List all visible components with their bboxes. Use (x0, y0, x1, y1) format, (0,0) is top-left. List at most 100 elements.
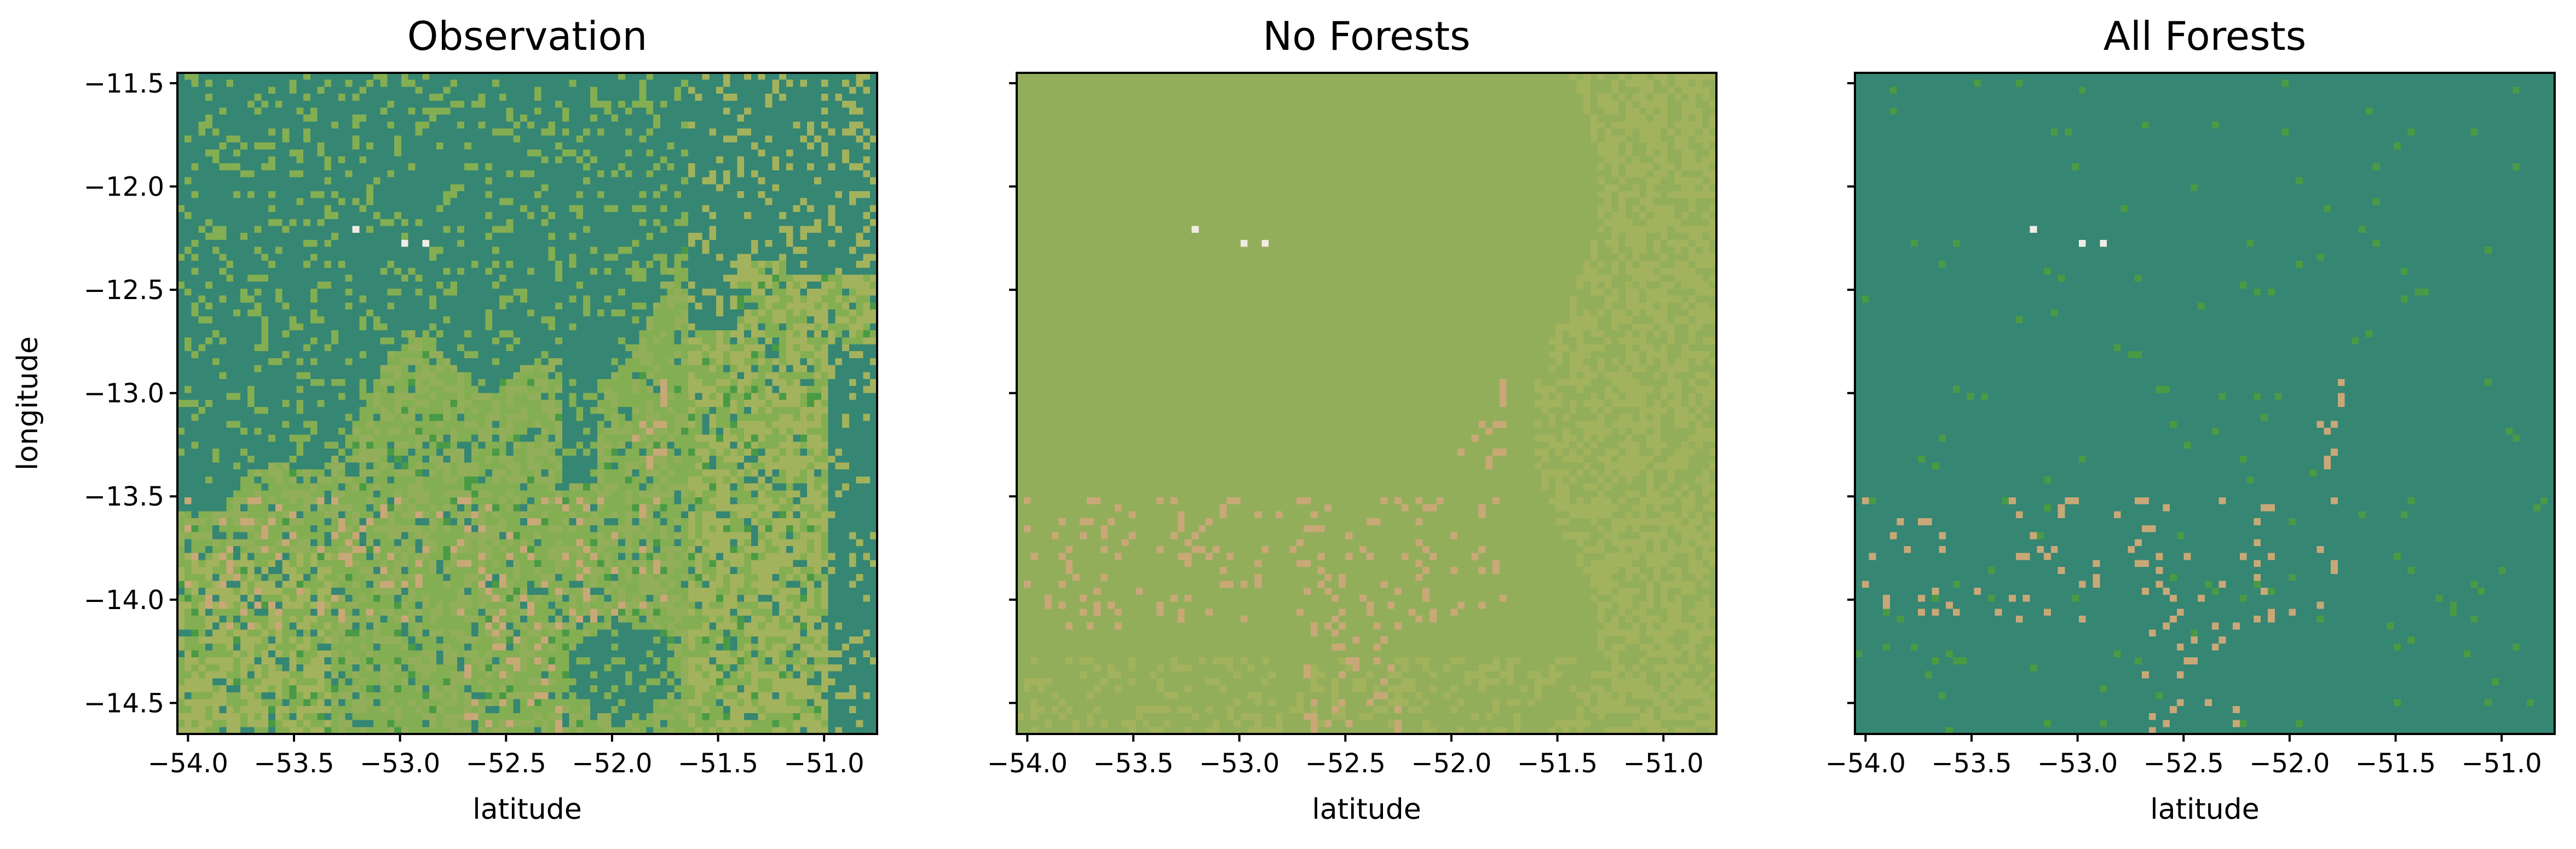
heatmap-cell (632, 351, 640, 359)
heatmap-cell (429, 212, 437, 220)
heatmap-cell (205, 414, 213, 421)
heatmap-cell (352, 406, 360, 415)
heatmap-cell (352, 94, 360, 101)
heatmap-cell (212, 323, 220, 331)
heatmap-cell (310, 128, 318, 136)
heatmap-cell (828, 198, 835, 205)
heatmap-cell (870, 177, 878, 185)
heatmap-cell (758, 330, 766, 338)
heatmap-cell (849, 233, 857, 240)
heatmap-cell (730, 226, 737, 233)
heatmap-cell (576, 135, 584, 143)
heatmap-cell (653, 212, 661, 220)
heatmap-cell (282, 379, 290, 387)
heatmap-cell (233, 267, 241, 276)
heatmap-cell (205, 219, 213, 227)
heatmap-cell (408, 372, 416, 380)
heatmap-cell (198, 295, 206, 303)
heatmap-cell (730, 323, 737, 331)
heatmap-cell (387, 309, 395, 317)
heatmap-cell (443, 191, 451, 199)
heatmap-cell (555, 344, 563, 352)
heatmap-cell (660, 337, 668, 345)
heatmap-cell (779, 184, 787, 192)
heatmap-cell (590, 386, 598, 394)
heatmap-cell (331, 330, 339, 338)
heatmap-cell (611, 233, 619, 240)
heatmap-cell (310, 156, 318, 164)
heatmap-cell (562, 330, 570, 338)
heatmap-cell (660, 142, 668, 150)
heatmap-cell (338, 114, 346, 122)
heatmap-cell (296, 393, 304, 400)
heatmap-cell (751, 302, 759, 310)
heatmap-cell (373, 205, 381, 213)
heatmap-cell (744, 226, 752, 233)
heatmap-cell (394, 351, 402, 359)
heatmap-cell (793, 351, 801, 359)
heatmap-cell (758, 358, 766, 366)
heatmap-cell (317, 309, 325, 317)
heatmap-cell (828, 205, 835, 213)
heatmap-cell (485, 351, 493, 359)
heatmap-cell (380, 73, 388, 81)
heatmap-cell (324, 114, 332, 122)
heatmap-cell (338, 239, 346, 248)
heatmap-cell (723, 156, 731, 164)
heatmap-cell (387, 274, 395, 282)
heatmap-cell (730, 170, 737, 178)
heatmap-cell (415, 87, 423, 94)
heatmap-cell (709, 254, 717, 261)
heatmap-cell (688, 128, 696, 136)
heatmap-cell (583, 177, 591, 185)
heatmap-cell (394, 414, 402, 421)
heatmap-cell (723, 344, 731, 352)
heatmap-cell (499, 87, 507, 94)
heatmap-cell (569, 323, 577, 331)
heatmap-cell (345, 302, 353, 310)
heatmap-cell (828, 233, 835, 240)
heatmap-cell (338, 100, 346, 108)
heatmap-cell (513, 323, 521, 331)
heatmap-cell (660, 365, 668, 372)
heatmap-cell (380, 330, 388, 338)
heatmap-cell (247, 302, 255, 310)
heatmap-cell (513, 107, 521, 115)
heatmap-cell (702, 121, 710, 129)
heatmap-cell (205, 107, 213, 115)
heatmap-cell (828, 288, 835, 296)
heatmap-cell (401, 337, 409, 345)
heatmap-cell (737, 128, 745, 136)
heatmap-cell (604, 372, 612, 380)
heatmap-cell (478, 239, 486, 248)
heatmap-cell (338, 274, 346, 282)
heatmap-cell (485, 337, 493, 345)
heatmap-cell (772, 170, 780, 178)
heatmap-cell (597, 128, 605, 136)
heatmap-cell (184, 393, 192, 400)
heatmap-cell (506, 414, 514, 421)
heatmap-cell (513, 337, 521, 345)
heatmap-cell (352, 309, 360, 317)
heatmap-cell (569, 316, 577, 324)
heatmap-cell (317, 358, 325, 366)
heatmap-cell (590, 198, 598, 205)
heatmap-cell (275, 330, 283, 338)
heatmap-cell (856, 351, 864, 359)
heatmap-cell (422, 149, 430, 157)
heatmap-cell (695, 100, 703, 108)
heatmap-cell (254, 316, 262, 324)
heatmap-cell (842, 254, 850, 261)
heatmap-cell (240, 212, 248, 220)
heatmap-cell (359, 372, 367, 380)
heatmap-cell (527, 261, 535, 268)
heatmap-cell (870, 282, 878, 289)
heatmap-cell (331, 163, 339, 171)
heatmap-cell (177, 302, 185, 310)
heatmap-cell (863, 128, 871, 136)
heatmap-cell (198, 414, 206, 421)
heatmap-cell (604, 302, 612, 310)
heatmap-cell (506, 406, 514, 415)
heatmap-cell (611, 358, 619, 366)
heatmap-cell (366, 177, 374, 185)
